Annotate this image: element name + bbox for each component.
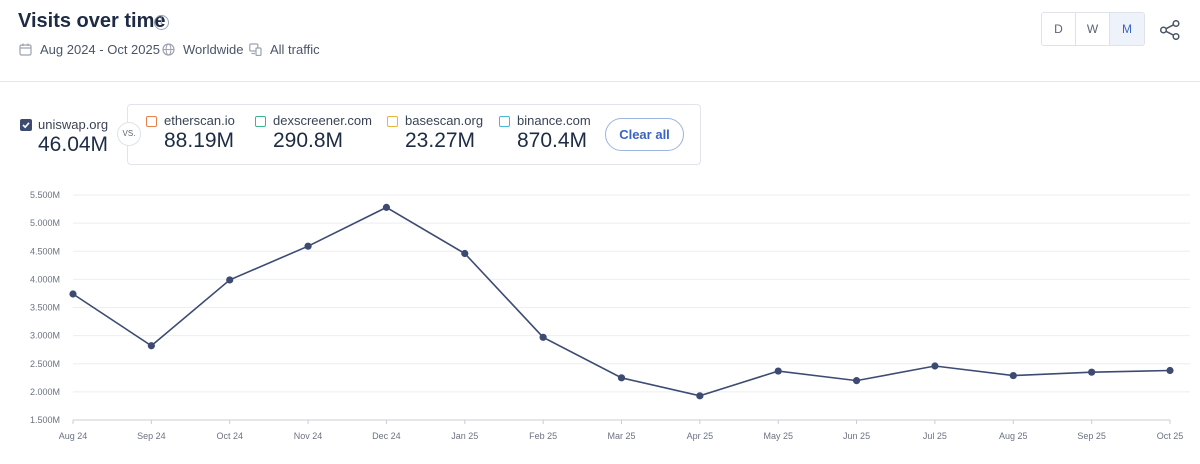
page-title: Visits over time (18, 10, 166, 32)
data-point[interactable] (69, 290, 77, 298)
x-tick-label: Oct 24 (216, 431, 243, 441)
calendar-icon (19, 43, 32, 56)
x-tick-label: Oct 25 (1157, 431, 1184, 441)
data-point[interactable] (617, 374, 626, 382)
data-point[interactable] (304, 242, 312, 250)
y-tick-label: 5.500M (30, 190, 60, 200)
clear-all-button[interactable]: Clear all (605, 118, 684, 151)
data-point[interactable] (147, 342, 155, 350)
globe-icon (162, 42, 175, 56)
compare-site-name: etherscan.io (164, 113, 235, 128)
x-tick-label: Mar 25 (607, 431, 635, 441)
y-tick-label: 1.500M (30, 415, 60, 425)
share-icon[interactable] (1159, 20, 1181, 40)
data-point[interactable] (931, 362, 939, 370)
compare-site-name: basescan.org (405, 113, 484, 128)
x-tick-label: Jan 25 (451, 431, 478, 441)
x-tick-label: Sep 24 (137, 431, 166, 441)
y-tick-label: 5.000M (30, 218, 60, 228)
data-point[interactable] (852, 377, 861, 385)
y-tick-label: 4.000M (30, 274, 60, 284)
compare-site-value: 88.19M (164, 129, 235, 152)
y-tick-label: 3.000M (30, 331, 60, 341)
y-tick-label: 2.500M (30, 359, 60, 369)
data-point[interactable] (1088, 368, 1096, 376)
x-tick-label: Dec 24 (372, 431, 401, 441)
compare-checkbox[interactable] (387, 116, 398, 127)
region-label: Worldwide (183, 41, 244, 57)
date-range-label: Aug 2024 - Oct 2025 (40, 41, 160, 57)
data-point[interactable] (696, 392, 704, 400)
x-tick-label: Jun 25 (843, 431, 870, 441)
devices-icon (249, 42, 262, 56)
x-tick-label: Sep 25 (1077, 431, 1106, 441)
y-tick-label: 3.500M (30, 303, 60, 313)
data-point[interactable] (774, 367, 782, 375)
data-point[interactable] (1166, 366, 1174, 375)
legend-checkbox[interactable] (20, 119, 32, 131)
compare-site-value: 23.27M (405, 129, 476, 152)
date-range-filter[interactable]: Aug 2024 - Oct 2025 (19, 41, 160, 57)
compare-checkbox[interactable] (146, 116, 157, 127)
vs-badge: VS. (117, 122, 141, 146)
compare-checkbox[interactable] (499, 116, 510, 127)
x-tick-label: Nov 24 (294, 431, 323, 441)
compare-site-name: binance.com (517, 113, 591, 128)
checkmark-icon (22, 122, 30, 129)
compare-site-name: dexscreener.com (273, 113, 372, 128)
x-tick-label: Aug 25 (999, 431, 1028, 441)
y-tick-label: 4.500M (30, 246, 60, 256)
granularity-daily-button[interactable]: D (1042, 13, 1076, 45)
data-point[interactable] (539, 333, 547, 341)
chart-header: Visits over time i Aug 2024 - Oct 2025 W… (0, 0, 1200, 82)
granularity-toggle: D W M (1041, 12, 1145, 46)
traffic-filter[interactable]: All traffic (249, 41, 320, 57)
data-point[interactable] (1009, 371, 1017, 380)
compare-site-value: 870.4M (517, 129, 588, 152)
visits-line-chart: 1.500M 2.000M 2.500M 3.000M 3.500M 4.000M 4.50… (30, 190, 1190, 441)
x-tick-label: Jul 25 (923, 431, 947, 441)
x-tick-label: Feb 25 (529, 431, 557, 441)
x-tick-label: Aug 24 (59, 431, 88, 441)
compare-site-value: 290.8M (273, 129, 344, 152)
data-point[interactable] (461, 249, 469, 258)
legend-main-value: 46.04M (38, 133, 109, 156)
x-tick-label: Apr 25 (687, 431, 714, 441)
data-point[interactable] (226, 276, 234, 284)
series-line (72, 206, 1171, 397)
granularity-weekly-button[interactable]: W (1076, 13, 1110, 45)
info-icon[interactable]: i (154, 15, 169, 30)
x-tick-label: May 25 (763, 431, 793, 441)
traffic-label: All traffic (270, 41, 320, 57)
region-filter[interactable]: Worldwide (162, 41, 243, 57)
granularity-monthly-button[interactable]: M (1110, 13, 1144, 45)
y-tick-label: 2.000M (30, 387, 60, 397)
compare-checkbox[interactable] (255, 116, 266, 127)
legend-main-name: uniswap.org (38, 117, 109, 132)
data-point[interactable] (382, 203, 391, 211)
comparison-panel: etherscan.io 88.19M dexscreener.com 290.… (127, 104, 701, 165)
